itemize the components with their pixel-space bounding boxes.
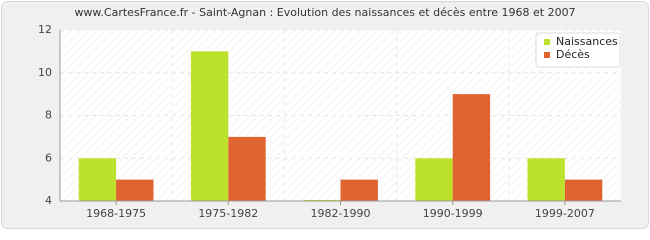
legend-label: Naissances: [556, 35, 618, 48]
x-tick-label: 1990-1999: [423, 207, 483, 220]
chart: www.CartesFrance.fr - Saint-Agnan : Evol…: [1, 1, 649, 229]
bar: [340, 179, 378, 201]
chart-title: www.CartesFrance.fr - Saint-Agnan : Evol…: [74, 6, 575, 19]
legend-swatch: [544, 52, 550, 58]
x-tick-label: 1982-1990: [311, 207, 371, 220]
bar: [415, 158, 453, 201]
y-tick-label: 8: [45, 109, 52, 122]
bar: [116, 179, 154, 201]
y-tick-label: 4: [45, 194, 52, 207]
y-tick-label: 6: [45, 151, 52, 164]
x-tick-label: 1975-1982: [198, 207, 258, 220]
bar: [190, 51, 229, 201]
bar: [78, 158, 117, 201]
x-tick-label: 1999-2007: [535, 207, 595, 220]
y-tick-label: 10: [38, 66, 52, 79]
x-tick-label: 1968-1975: [86, 207, 146, 220]
legend-swatch: [544, 39, 550, 45]
legend-box: [535, 32, 621, 68]
page: {"chart_data": {"type": "bar", "title": …: [0, 0, 650, 230]
bar: [452, 94, 491, 201]
legend-label: Décès: [556, 48, 590, 61]
bar: [527, 158, 565, 201]
bar: [228, 136, 266, 201]
y-tick-label: 12: [38, 23, 52, 36]
bar: [564, 179, 603, 201]
